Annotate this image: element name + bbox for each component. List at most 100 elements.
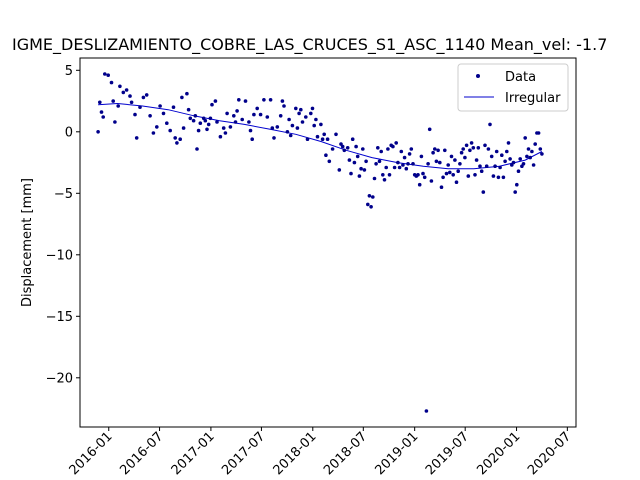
data-point xyxy=(508,157,512,161)
data-point xyxy=(484,164,489,168)
data-point xyxy=(290,123,295,128)
data-point xyxy=(285,130,290,134)
data-point xyxy=(262,98,266,102)
data-point xyxy=(540,152,544,156)
data-point xyxy=(486,147,491,151)
data-point xyxy=(443,148,447,153)
y-axis-label: Displacement [mm] xyxy=(20,178,35,307)
data-point xyxy=(528,155,532,160)
data-point xyxy=(218,134,223,139)
data-point xyxy=(133,112,137,117)
data-point xyxy=(282,104,286,108)
data-point xyxy=(111,99,115,103)
data-point xyxy=(334,132,338,137)
data-point xyxy=(493,164,497,168)
data-point xyxy=(180,95,184,100)
data-point xyxy=(270,126,275,130)
data-point xyxy=(325,137,330,141)
data-point xyxy=(488,122,492,127)
legend-box xyxy=(457,63,569,112)
data-point xyxy=(479,169,484,173)
data-point xyxy=(337,168,342,172)
data-point xyxy=(144,93,149,97)
data-point xyxy=(382,178,387,182)
data-point xyxy=(118,84,122,89)
data-point xyxy=(265,115,270,119)
data-point xyxy=(134,136,139,140)
data-point xyxy=(158,104,162,108)
data-point xyxy=(294,106,298,111)
data-point xyxy=(288,133,293,138)
data-point xyxy=(483,143,487,148)
data-point xyxy=(476,146,481,150)
data-point xyxy=(148,114,152,118)
data-point xyxy=(391,144,395,149)
data-point xyxy=(165,121,169,125)
data-point xyxy=(424,409,429,413)
data-point xyxy=(513,190,517,194)
y-tick-label: 0 xyxy=(65,125,73,140)
data-point xyxy=(446,163,451,167)
fit-line-layer xyxy=(98,102,543,170)
data-point xyxy=(268,98,273,102)
data-point xyxy=(128,94,132,98)
data-point xyxy=(324,153,328,157)
data-point xyxy=(228,125,233,129)
data-point xyxy=(206,122,211,127)
data-point xyxy=(361,147,365,151)
data-point xyxy=(503,159,507,164)
data-point xyxy=(384,165,389,170)
data-point xyxy=(523,136,527,140)
data-point xyxy=(221,126,226,130)
data-point xyxy=(367,194,372,198)
data-point xyxy=(371,195,375,199)
data-point xyxy=(319,122,323,127)
data-point xyxy=(491,174,496,178)
data-point xyxy=(538,147,543,151)
data-point xyxy=(151,131,156,135)
data-point xyxy=(431,150,435,155)
data-point xyxy=(518,157,522,161)
data-point xyxy=(464,143,469,148)
data-point xyxy=(155,125,159,129)
data-point xyxy=(99,110,104,114)
data-point xyxy=(516,169,521,173)
data-point xyxy=(178,137,182,141)
data-point xyxy=(399,149,404,154)
data-point xyxy=(310,106,315,111)
data-point xyxy=(434,159,439,164)
data-point xyxy=(439,185,444,189)
data-point xyxy=(195,147,199,151)
data-point xyxy=(392,165,397,170)
data-point xyxy=(379,149,384,154)
data-point xyxy=(300,120,305,124)
data-point xyxy=(98,100,102,105)
data-point xyxy=(322,132,327,137)
data-point xyxy=(429,179,434,183)
data-point xyxy=(113,120,117,124)
data-point xyxy=(304,115,308,119)
data-point xyxy=(109,80,114,85)
data-point xyxy=(369,205,373,209)
data-point xyxy=(406,162,410,166)
data-point xyxy=(250,137,254,141)
data-point xyxy=(185,91,189,96)
data-point xyxy=(141,95,146,100)
data-point xyxy=(129,100,134,105)
data-point xyxy=(463,155,467,160)
data-point xyxy=(456,169,461,173)
data-point xyxy=(258,112,263,117)
data-point xyxy=(181,126,186,130)
data-point xyxy=(419,154,424,159)
data-point xyxy=(449,154,454,159)
data-point xyxy=(345,146,350,150)
data-point xyxy=(248,128,253,133)
data-point xyxy=(505,149,509,154)
data-point xyxy=(237,98,241,102)
data-point xyxy=(402,155,407,160)
data-point xyxy=(500,153,504,157)
data-point xyxy=(461,147,466,151)
data-point xyxy=(441,175,445,180)
fit-line-irregular xyxy=(98,102,543,170)
